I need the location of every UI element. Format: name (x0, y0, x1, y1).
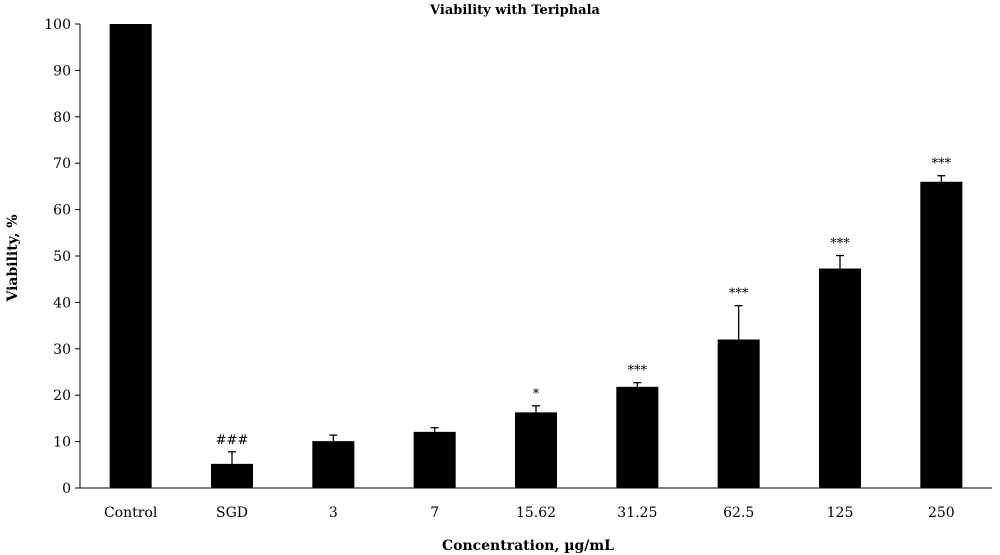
bar (109, 24, 152, 488)
bar-series: ###************* (109, 24, 963, 488)
bar (312, 441, 355, 488)
bar (819, 268, 861, 488)
significance-label: *** (628, 364, 648, 379)
x-tick-label: 3 (329, 505, 338, 521)
x-tick-label: 7 (430, 505, 439, 521)
x-axis-label: Concentration, µg/mL (442, 538, 614, 554)
significance-label: ### (216, 433, 249, 448)
y-tick-label: 10 (53, 435, 71, 451)
bar (515, 412, 557, 488)
y-tick-label: 30 (53, 342, 71, 358)
significance-label: *** (729, 287, 749, 302)
bar (920, 181, 963, 488)
y-tick-label: 20 (53, 388, 71, 404)
y-tick-label: 60 (53, 203, 71, 219)
y-tick-label: 100 (44, 17, 71, 33)
bar (413, 431, 456, 488)
x-tick-label: SGD (216, 505, 248, 521)
y-axis-label: Viability, % (5, 214, 21, 302)
significance-label: * (533, 387, 540, 402)
x-axis-ticks: Control SGD 3 7 15.62 31.25 62.5 125 250 (104, 505, 955, 521)
bar (717, 339, 760, 488)
x-tick-label: 15.62 (516, 505, 556, 521)
y-tick-label: 70 (53, 156, 71, 172)
y-tick-label: 40 (53, 295, 71, 311)
y-tick-label: 80 (53, 110, 71, 126)
y-tick-label: 90 (53, 63, 71, 79)
chart-title: Viability with Teriphala (429, 3, 600, 18)
x-tick-label: 62.5 (723, 505, 754, 521)
x-tick-label: 125 (827, 505, 854, 521)
bar (616, 386, 659, 488)
y-axis-ticks: 0 10 20 30 40 50 60 70 80 90 100 (44, 17, 80, 497)
significance-label: *** (830, 237, 850, 252)
x-tick-label: Control (104, 505, 158, 521)
bar (211, 463, 253, 488)
y-tick-label: 50 (53, 249, 71, 265)
x-tick-label: 31.25 (617, 505, 657, 521)
y-tick-label: 0 (62, 481, 71, 497)
x-tick-label: 250 (928, 505, 955, 521)
significance-label: *** (932, 157, 952, 172)
